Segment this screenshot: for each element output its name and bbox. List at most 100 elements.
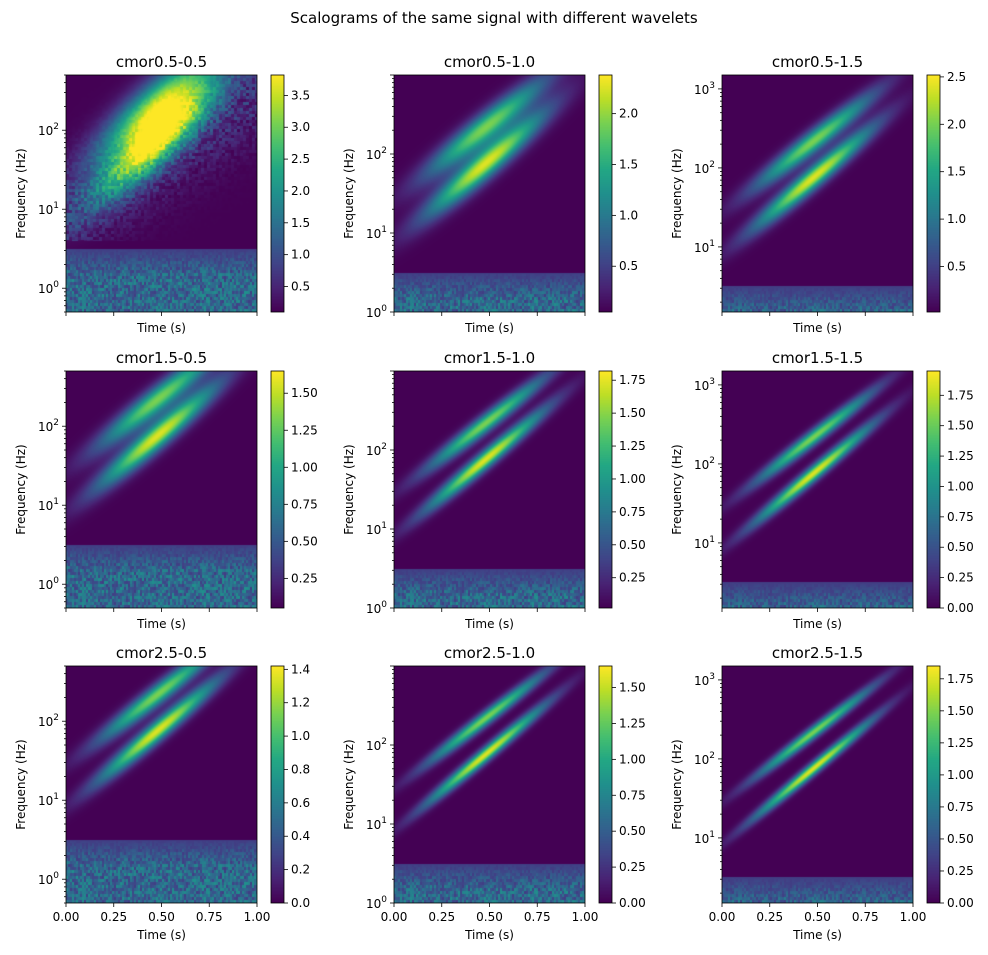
scalogram-heatmap <box>722 666 913 903</box>
y-tick-label: 102 <box>694 160 715 176</box>
colorbar <box>271 75 284 312</box>
colorbar-frame <box>270 74 285 313</box>
colorbar-tick-label: 1.50 <box>947 704 974 718</box>
colorbar <box>271 666 284 903</box>
subplot-title: cmor1.5-0.5 <box>116 349 207 367</box>
colorbar-tick-label: 0.8 <box>291 762 310 776</box>
y-axis-label: Frequency (Hz) <box>342 739 356 830</box>
colorbar-frame <box>270 370 285 609</box>
scalogram-heatmap <box>722 75 913 312</box>
colorbar-tick-label: 0.75 <box>291 497 318 511</box>
colorbar-tick-label: 0.50 <box>947 540 974 554</box>
subplot-cmor2.5-1.5: cmor2.5-1.5 101 102 103 Frequency (Hz) 0.00 0.… <box>670 644 974 942</box>
x-tick-label: 0.00 <box>53 910 80 924</box>
y-tick-label: 100 <box>38 280 59 296</box>
y-tick-label: 101 <box>366 816 387 832</box>
y-tick-label: 103 <box>694 81 715 97</box>
x-tick-label: 1.00 <box>572 910 599 924</box>
colorbar-tick-label: 0.5 <box>619 259 638 273</box>
y-axis-label: Frequency (Hz) <box>14 444 28 535</box>
colorbar-tick-label: 0.50 <box>619 824 646 838</box>
subplot-title: cmor2.5-1.5 <box>772 644 863 662</box>
x-tick-label: 0.00 <box>709 910 736 924</box>
x-tick-label: 0.75 <box>196 910 223 924</box>
y-tick-label: 101 <box>38 497 59 513</box>
y-tick-label: 102 <box>38 713 59 729</box>
colorbar-tick-label: 1.50 <box>619 681 646 695</box>
y-tick-label: 102 <box>694 456 715 472</box>
y-axis-label: Frequency (Hz) <box>14 739 28 830</box>
colorbar-tick-label: 1.75 <box>947 672 974 686</box>
subplot-cmor0.5-1.5: cmor0.5-1.5 101 102 103 Frequency (Hz) Time (… <box>670 53 966 335</box>
colorbar-tick-label: 0.4 <box>291 829 310 843</box>
y-tick-label: 102 <box>38 418 59 434</box>
colorbar-tick-label: 0.75 <box>619 505 646 519</box>
x-axis-label: Time (s) <box>792 928 842 942</box>
colorbar-tick-label: 1.0 <box>291 729 310 743</box>
y-axis-label: Frequency (Hz) <box>670 739 684 830</box>
x-axis-label: Time (s) <box>792 617 842 631</box>
colorbar-tick-label: 0.00 <box>947 601 974 615</box>
x-tick-label: 1.00 <box>244 910 271 924</box>
x-tick-label: 0.25 <box>756 910 783 924</box>
y-axis-label: Frequency (Hz) <box>342 148 356 239</box>
colorbar-tick-label: 2.0 <box>619 107 638 121</box>
y-tick-label: 101 <box>38 792 59 808</box>
scalogram-heatmap <box>394 666 585 903</box>
x-axis-label: Time (s) <box>464 321 514 335</box>
subplot-cmor1.5-1.5: cmor1.5-1.5 101 102 103 Frequency (Hz) Time (… <box>670 349 974 631</box>
colorbar <box>599 371 612 608</box>
colorbar <box>927 75 940 312</box>
scalogram-heatmap <box>394 75 585 312</box>
colorbar-tick-label: 1.00 <box>619 472 646 486</box>
subplot-title: cmor0.5-1.5 <box>772 53 863 71</box>
colorbar-tick-label: 1.50 <box>291 386 318 400</box>
subplot-cmor1.5-0.5: cmor1.5-0.5 100 101 102 Frequency (Hz) Time (… <box>14 349 318 631</box>
x-tick-label: 0.25 <box>100 910 127 924</box>
colorbar <box>599 75 612 312</box>
colorbar-tick-label: 0.25 <box>619 571 646 585</box>
subplot-cmor2.5-0.5: cmor2.5-0.5 100 101 102 Frequency (Hz) 0.00 0.… <box>14 644 310 942</box>
colorbar-frame <box>926 370 941 609</box>
colorbar-tick-label: 1.50 <box>947 419 974 433</box>
x-tick-label: 0.25 <box>428 910 455 924</box>
colorbar-tick-label: 0.25 <box>947 571 974 585</box>
colorbar-tick-label: 1.75 <box>947 388 974 402</box>
colorbar-tick-label: 0.50 <box>947 832 974 846</box>
y-tick-label: 100 <box>38 576 59 592</box>
subplot-title: cmor1.5-1.0 <box>444 349 535 367</box>
colorbar-frame <box>926 665 941 904</box>
colorbar-tick-label: 0.00 <box>947 896 974 910</box>
colorbar-tick-label: 1.75 <box>619 373 646 387</box>
subplot-title: cmor0.5-1.0 <box>444 53 535 71</box>
y-tick-label: 101 <box>694 535 715 551</box>
colorbar <box>271 371 284 608</box>
colorbar-tick-label: 0.75 <box>947 510 974 524</box>
x-tick-label: 0.50 <box>804 910 831 924</box>
y-tick-label: 101 <box>38 201 59 217</box>
colorbar-tick-label: 0.6 <box>291 796 310 810</box>
y-axis-label: Frequency (Hz) <box>670 444 684 535</box>
colorbar-tick-label: 0.00 <box>619 896 646 910</box>
subplot-cmor1.5-1.0: cmor1.5-1.0 100 101 102 Frequency (Hz) Time (… <box>342 349 646 631</box>
colorbar-tick-label: 1.4 <box>291 662 310 676</box>
y-tick-label: 101 <box>694 830 715 846</box>
colorbar-frame <box>598 74 613 313</box>
x-tick-label: 0.00 <box>381 910 408 924</box>
figure-suptitle: Scalograms of the same signal with diffe… <box>290 9 698 27</box>
colorbar <box>599 666 612 903</box>
y-tick-label: 100 <box>366 600 387 616</box>
y-tick-label: 102 <box>366 442 387 458</box>
y-axis-label: Frequency (Hz) <box>670 148 684 239</box>
colorbar-tick-label: 1.25 <box>947 449 974 463</box>
colorbar-frame <box>598 665 613 904</box>
colorbar <box>927 666 940 903</box>
subplot-title: cmor2.5-0.5 <box>116 644 207 662</box>
x-tick-label: 0.75 <box>852 910 879 924</box>
x-axis-label: Time (s) <box>464 617 514 631</box>
colorbar-frame <box>270 665 285 904</box>
scalogram-heatmap <box>722 371 913 608</box>
colorbar-tick-label: 0.25 <box>947 864 974 878</box>
colorbar-tick-label: 2.5 <box>947 70 966 84</box>
